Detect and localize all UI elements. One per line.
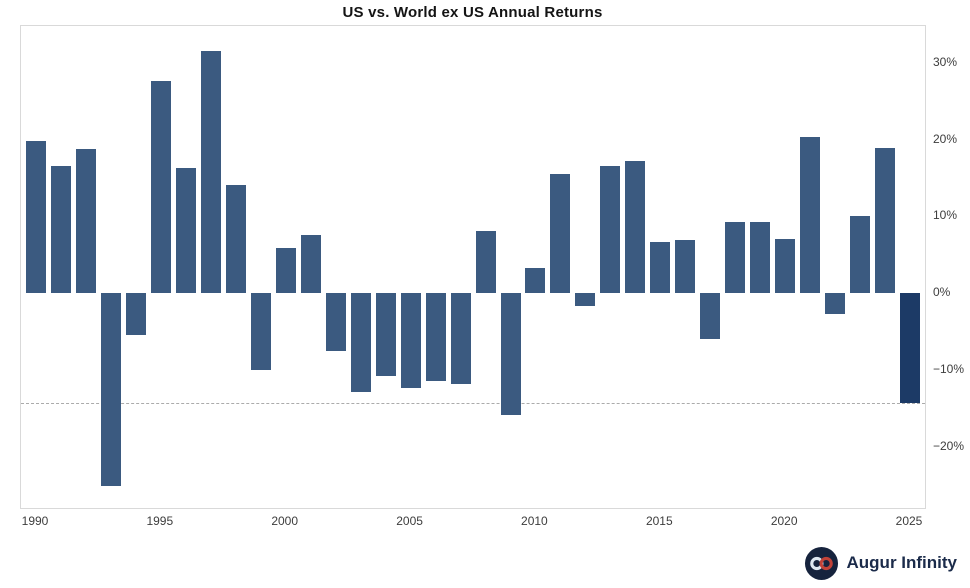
bar-2004 [375,293,396,376]
y-tick-label: −10% [933,361,965,376]
bar-2009 [500,293,521,416]
bar-2005 [400,293,421,389]
chart-title: US vs. World ex US Annual Returns [342,4,603,21]
y-tick-label: −20% [933,438,965,453]
bar-1998 [225,184,246,294]
bar-2000 [275,247,296,294]
x-tick-label: 2015 [645,514,673,528]
bar-2019 [750,221,771,294]
bar-2011 [550,174,571,294]
bar-2013 [600,165,621,294]
bar-2002 [325,293,346,351]
bar-2016 [675,240,696,294]
x-tick-label: 2005 [396,514,423,528]
y-tick-label: 30% [933,54,958,69]
bar-2003 [350,293,371,393]
bar-2017 [700,293,721,340]
bar-2023 [850,216,871,294]
bar-2014 [625,161,646,294]
bar-2022 [825,293,846,314]
bar-1994 [125,293,146,336]
bar-2006 [425,293,446,382]
bar-2007 [450,293,471,384]
reference-dashed-line [21,402,925,404]
plot-area [20,25,926,509]
x-tick-label: 1990 [21,514,49,528]
brand-footer: Augur Infinity [804,545,957,581]
bar-2020 [775,238,796,294]
x-tick-label: 2000 [271,514,299,528]
augur-infinity-logo-icon [804,546,838,580]
bar-1995 [150,80,171,294]
bar-2012 [575,293,596,307]
bar-1997 [200,51,221,294]
x-tick-label: 2010 [521,514,548,528]
bar-1996 [175,168,196,294]
bar-2018 [725,221,746,294]
x-tick-label: 2025 [895,514,923,528]
bar-2015 [650,242,671,294]
bar-2021 [800,136,821,294]
bar-1993 [100,293,121,487]
x-tick-label: 2020 [770,514,798,528]
bar-1990 [26,141,46,294]
bar-1992 [75,148,96,294]
bar-2008 [475,230,496,294]
bar-2024 [875,148,895,294]
bar-2010 [525,267,546,294]
brand-name: Augur Infinity [846,553,957,572]
bar-1999 [250,293,271,370]
bar-1991 [51,165,71,294]
x-tick-label: 1995 [146,514,174,528]
y-tick-label: 0% [933,285,951,300]
y-tick-label: 10% [933,208,958,223]
y-tick-label: 20% [933,131,958,146]
bar-2001 [300,234,321,294]
bar-2025 [900,293,920,403]
